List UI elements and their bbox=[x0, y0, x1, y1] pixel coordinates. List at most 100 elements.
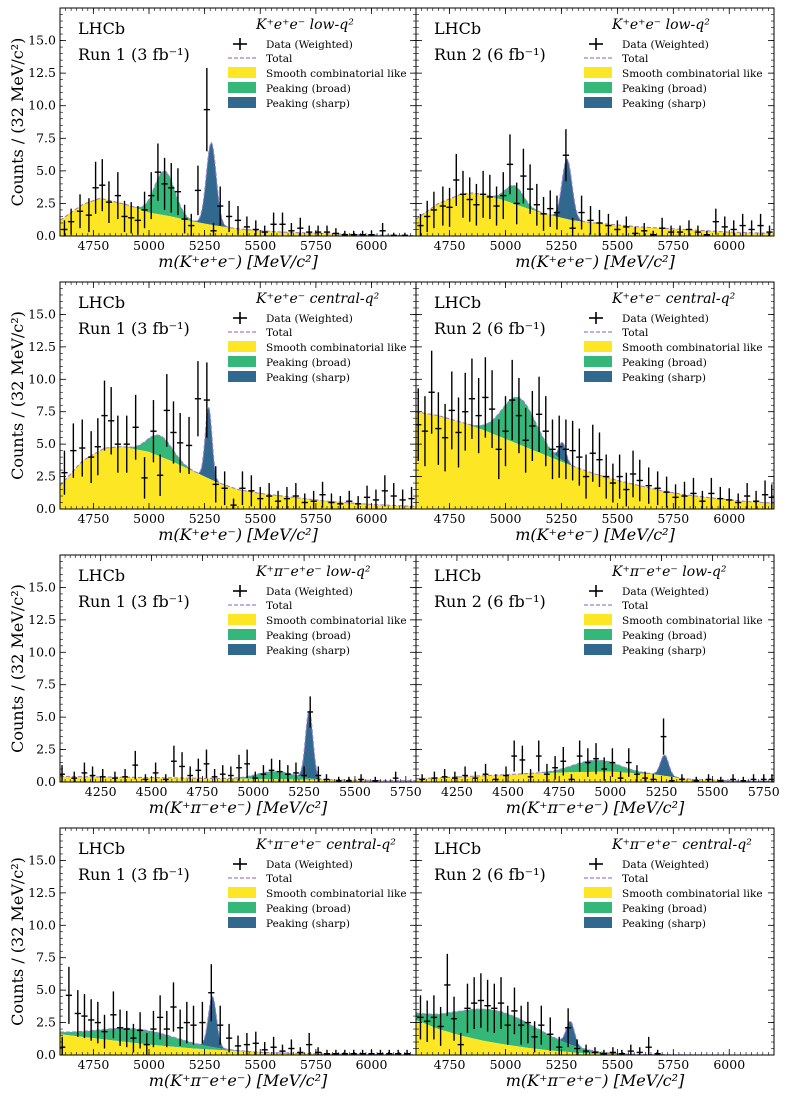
y-tick-label: 2.5 bbox=[36, 195, 56, 210]
legend-sharp-label: Peaking (sharp) bbox=[266, 918, 350, 930]
data-point bbox=[94, 1001, 101, 1044]
data-point bbox=[520, 148, 527, 204]
data-point bbox=[441, 403, 449, 472]
x-axis-label: m(K⁺e⁺e⁻) [MeV/c²] bbox=[515, 525, 675, 544]
legend-sharp-label: Peaking (sharp) bbox=[266, 645, 350, 657]
data-point bbox=[556, 1036, 563, 1055]
data-point bbox=[170, 401, 177, 464]
run-label: Run 2 (6 fb⁻¹) bbox=[434, 319, 546, 338]
legend: K⁺e⁺e⁻ low-q² Data (Weighted) Total Smooth … bbox=[228, 17, 407, 110]
legend-sharp-label: Peaking (sharp) bbox=[622, 918, 706, 930]
data-point bbox=[627, 1044, 634, 1055]
data-point bbox=[390, 483, 397, 509]
legend-total-label: Total bbox=[266, 53, 293, 65]
data-point bbox=[629, 450, 637, 498]
legend-broad-swatch bbox=[228, 82, 256, 93]
x-tick-label: 5000 bbox=[133, 1057, 165, 1072]
legend-total-label: Total bbox=[622, 600, 649, 612]
legend-broad-swatch bbox=[228, 356, 256, 367]
y-tick-label: 10.0 bbox=[28, 917, 56, 932]
data-point bbox=[417, 995, 424, 1040]
data-point bbox=[328, 493, 335, 509]
data-point bbox=[101, 380, 108, 451]
x-axis-label: m(K⁺π⁻e⁺e⁻) [MeV/c²] bbox=[149, 1071, 328, 1090]
data-point bbox=[573, 1039, 581, 1055]
data-point bbox=[132, 394, 139, 460]
y-tick-label: 7.5 bbox=[36, 950, 56, 965]
data-point bbox=[690, 477, 697, 509]
data-point bbox=[297, 217, 304, 236]
y-tick-label: 10.0 bbox=[28, 644, 56, 659]
legend-smooth-swatch bbox=[584, 614, 612, 625]
data-point bbox=[141, 457, 148, 499]
x-axis-label: m(K⁺e⁺e⁻) [MeV/c²] bbox=[158, 525, 318, 544]
legend-smooth-label: Smooth combinatorial like bbox=[266, 68, 407, 80]
experiment-label: LHCb bbox=[78, 566, 125, 585]
panel-8: 4750 5000 5250 5500 5750 6000 m(K⁺π⁻e⁺e⁻) [MeV… bbox=[415, 827, 775, 1090]
data-point bbox=[441, 769, 448, 782]
plot-frame bbox=[415, 554, 775, 783]
y-tick-label: 2.5 bbox=[36, 469, 56, 484]
ticks: 4250 4500 4750 5000 5250 5500 5750 bbox=[415, 554, 780, 799]
data-point bbox=[500, 172, 507, 220]
x-tick-label: 5750 bbox=[300, 238, 332, 253]
legend-total-label: Total bbox=[266, 327, 293, 339]
data-point bbox=[363, 485, 371, 509]
data-point bbox=[757, 213, 764, 236]
data-point bbox=[183, 1001, 190, 1044]
legend-smooth-label: Smooth combinatorial like bbox=[622, 342, 763, 354]
data-point bbox=[513, 182, 520, 225]
data-point bbox=[562, 419, 570, 480]
plot-area bbox=[416, 129, 774, 236]
data-point bbox=[372, 489, 380, 509]
x-tick-label: 5000 bbox=[490, 511, 522, 526]
panel-4: 4750 5000 5250 5500 5750 6000 m(K⁺e⁺e⁻) [MeV/c… bbox=[415, 281, 775, 544]
data-point bbox=[493, 186, 500, 226]
data-point bbox=[174, 168, 182, 216]
data-point bbox=[560, 746, 567, 776]
data-point bbox=[252, 1031, 259, 1055]
experiment-label: LHCb bbox=[78, 839, 125, 858]
data-point bbox=[603, 454, 610, 499]
x-tick-label: 5750 bbox=[390, 784, 422, 799]
legend: K⁺π⁻e⁺e⁻ low-q² Data (Weighted) Total Smoot… bbox=[584, 564, 763, 657]
data-point bbox=[76, 194, 84, 229]
data-point bbox=[199, 1001, 206, 1044]
data-point bbox=[71, 771, 78, 782]
data-point bbox=[739, 213, 746, 236]
ticks: 4750 5000 5250 5500 5750 6000 bbox=[415, 827, 775, 1072]
data-point bbox=[593, 743, 599, 775]
legend-smooth-label: Smooth combinatorial like bbox=[622, 615, 763, 627]
data-point bbox=[601, 757, 608, 781]
data-point bbox=[455, 397, 462, 468]
data-point bbox=[358, 774, 364, 782]
panel-3: 4750 5000 5250 5500 5750 6000 0.0 2.5 5.0 7.5 10.0… bbox=[8, 281, 417, 544]
data-point bbox=[552, 756, 558, 780]
data-point bbox=[170, 982, 177, 1032]
y-tick-label: 0.0 bbox=[36, 228, 56, 243]
data-point bbox=[92, 161, 99, 214]
data-point bbox=[112, 771, 118, 782]
y-tick-label: 12.5 bbox=[28, 612, 56, 627]
data-point bbox=[642, 771, 648, 782]
ticks: 4750 5000 5250 5500 5750 6000 bbox=[415, 281, 775, 526]
data-point bbox=[511, 740, 518, 772]
data-point bbox=[506, 134, 514, 195]
data-point bbox=[306, 1032, 313, 1055]
x-axis-label: m(K⁺π⁻e⁺e⁻) [MeV/c²] bbox=[506, 798, 685, 817]
y-tick-label: 0.0 bbox=[36, 1047, 56, 1062]
data-point bbox=[503, 766, 509, 782]
data-point bbox=[464, 983, 471, 1033]
legend: K⁺π⁻e⁺e⁻ central-q² Data (Weighted) Total S… bbox=[584, 837, 763, 930]
data-point bbox=[228, 766, 234, 782]
data-point bbox=[65, 966, 73, 1024]
data-point bbox=[518, 1005, 525, 1045]
x-tick-label: 5750 bbox=[748, 784, 780, 799]
ticks: 4750 5000 5250 5500 5750 6000 0.0 2.5 5.0 7.5 10.0… bbox=[28, 7, 417, 253]
y-tick-label: 15.0 bbox=[28, 579, 56, 594]
legend-broad-label: Peaking (broad) bbox=[266, 83, 351, 95]
data-point bbox=[587, 206, 594, 235]
data-point bbox=[605, 213, 612, 236]
data-point bbox=[491, 983, 498, 1033]
